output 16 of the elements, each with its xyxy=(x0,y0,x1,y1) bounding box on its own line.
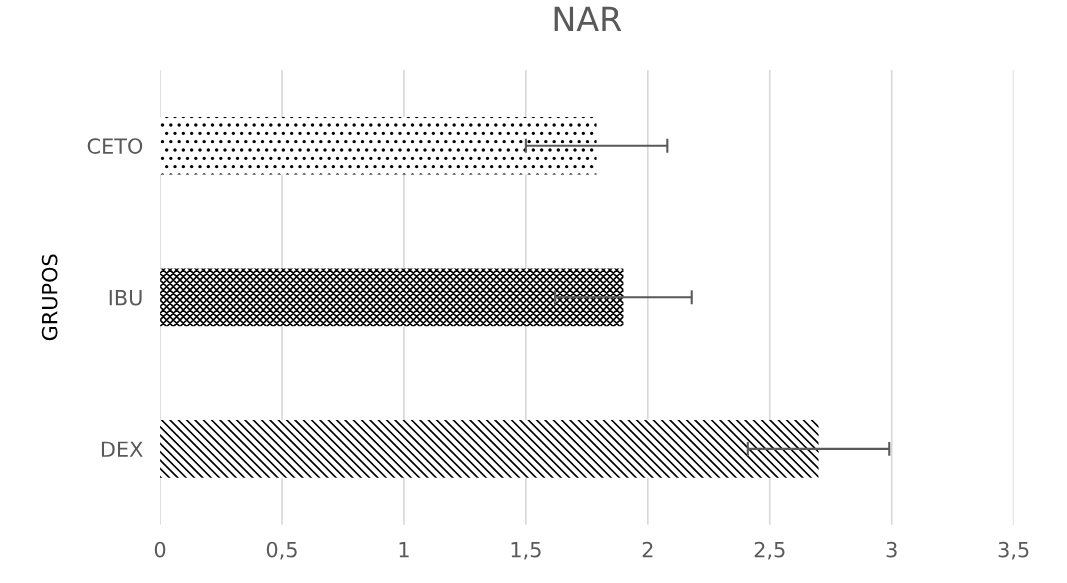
bar xyxy=(160,116,597,175)
y-tick-label: CETO xyxy=(87,138,143,154)
x-tick-label: 1 xyxy=(399,542,409,558)
y-tick-label: IBU xyxy=(109,290,142,306)
bar xyxy=(160,420,819,478)
x-tick-label: 1,5 xyxy=(511,542,541,560)
x-tick-label: 0 xyxy=(154,541,166,558)
x-tick-label: 3 xyxy=(886,541,897,558)
bar xyxy=(160,268,624,327)
x-tick-label: 3,5 xyxy=(998,541,1029,560)
y-tick-label: DEX xyxy=(101,441,143,457)
x-tick-label: 0,5 xyxy=(266,541,297,560)
x-tick-label: 2,5 xyxy=(754,541,785,560)
y-axis-title: GRUPOS xyxy=(41,254,58,341)
x-tick-label: 2 xyxy=(642,541,653,558)
chart-title: NAR xyxy=(554,6,622,32)
